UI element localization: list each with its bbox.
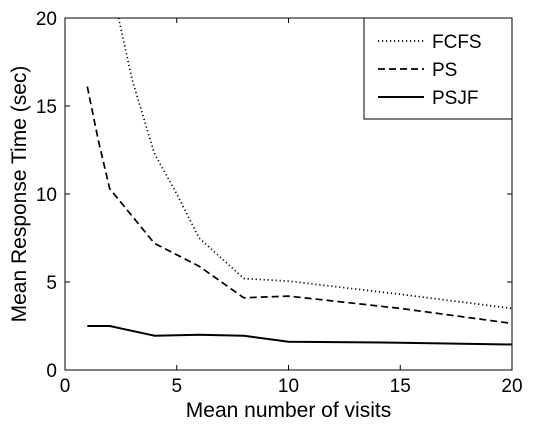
- legend-label-psjf: PSJF: [432, 88, 478, 109]
- legend-box: [363, 17, 513, 120]
- x-axis-title: Mean number of visits: [186, 399, 391, 422]
- legend-label-ps: PS: [432, 60, 457, 81]
- y-axis-title: Mean Response Time (sec): [8, 66, 31, 323]
- series-line-ps: [86, 86, 513, 325]
- series-lines: [86, 17, 513, 346]
- series-line-psjf: [87, 325, 513, 346]
- series-line-fcfs: [117, 17, 513, 310]
- x-axis-ticks: 0 5 10 15 20: [60, 18, 523, 397]
- x-tick-label: 10: [278, 376, 299, 397]
- y-tick-label: 0: [46, 361, 57, 382]
- x-tick-label: 15: [390, 376, 411, 397]
- y-tick-label: 15: [36, 97, 57, 118]
- legend: FCFS PS PSJF: [363, 17, 513, 120]
- legend-label-fcfs: FCFS: [432, 32, 482, 53]
- y-tick-label: 20: [36, 9, 57, 30]
- x-tick-label: 5: [171, 376, 182, 397]
- x-tick-label: 0: [60, 376, 71, 397]
- y-tick-label: 5: [46, 273, 57, 294]
- y-tick-label: 10: [36, 185, 57, 206]
- x-tick-label: 20: [501, 376, 522, 397]
- y-axis-ticks: 0 5 10 15 20: [36, 9, 512, 382]
